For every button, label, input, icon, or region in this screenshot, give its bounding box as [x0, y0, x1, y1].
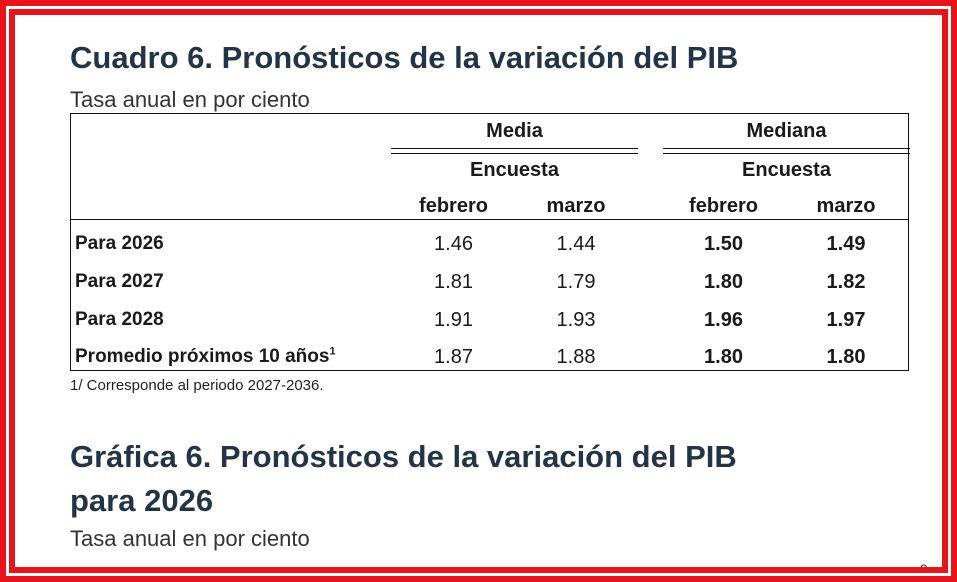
- row-label: Para 2027: [75, 271, 164, 292]
- value-mediana-marzo: 1.49: [826, 233, 866, 255]
- value-media-marzo: 1.93: [556, 309, 596, 331]
- value-mediana-febrero: 1.96: [704, 309, 743, 331]
- row-label: Promedio próximos 10 años1: [75, 344, 336, 370]
- table-footnote: 1/ Corresponde al periodo 2027-2036.: [70, 377, 324, 394]
- value-media-marzo: 1.88: [556, 346, 596, 368]
- group-header-media: Media: [486, 120, 543, 142]
- table-subtitle: Tasa anual en por ciento: [70, 87, 310, 112]
- table-title: Cuadro 6. Pronósticos de la variación de…: [70, 40, 739, 75]
- value-media-febrero: 1.87: [434, 346, 473, 368]
- value-media-febrero: 1.46: [434, 233, 473, 255]
- value-mediana-febrero: 1.80: [704, 271, 743, 293]
- col-header-media-febrero: febrero: [419, 195, 488, 217]
- double-rule-mediana: [663, 148, 910, 154]
- row-label: Para 2026: [75, 233, 164, 254]
- value-mediana-marzo: 1.80: [826, 346, 866, 368]
- chart-subtitle: Tasa anual en por ciento: [70, 526, 310, 551]
- footnote-marker: 1: [329, 345, 336, 358]
- value-media-febrero: 1.81: [434, 271, 473, 293]
- subheader-encuesta-mediana: Encuesta: [742, 159, 831, 181]
- page-number: 9: [920, 561, 928, 573]
- subheader-encuesta-media: Encuesta: [470, 159, 559, 181]
- value-mediana-febrero: 1.80: [704, 346, 743, 368]
- value-media-marzo: 1.79: [556, 271, 596, 293]
- value-mediana-febrero: 1.50: [704, 233, 743, 255]
- value-mediana-marzo: 1.82: [826, 271, 866, 293]
- row-label: Para 2028: [75, 309, 164, 330]
- col-header-mediana-febrero: febrero: [689, 195, 758, 217]
- forecast-table: Media Mediana Encuesta Encuesta febrero …: [70, 113, 910, 371]
- inner-red-frame: Cuadro 6. Pronósticos de la variación de…: [9, 9, 948, 573]
- chart-title-line1: Gráfica 6. Pronósticos de la variación d…: [70, 439, 737, 474]
- value-mediana-marzo: 1.97: [826, 309, 866, 331]
- col-header-media-marzo: marzo: [546, 195, 606, 217]
- row-label-text: Promedio próximos 10 años: [75, 346, 330, 367]
- col-header-mediana-marzo: marzo: [816, 195, 876, 217]
- header-divider: [71, 219, 908, 220]
- chart-title-line2: para 2026: [70, 483, 214, 518]
- double-rule-media: [391, 148, 638, 154]
- value-media-febrero: 1.91: [434, 309, 473, 331]
- group-header-mediana: Mediana: [746, 120, 827, 142]
- value-media-marzo: 1.44: [556, 233, 596, 255]
